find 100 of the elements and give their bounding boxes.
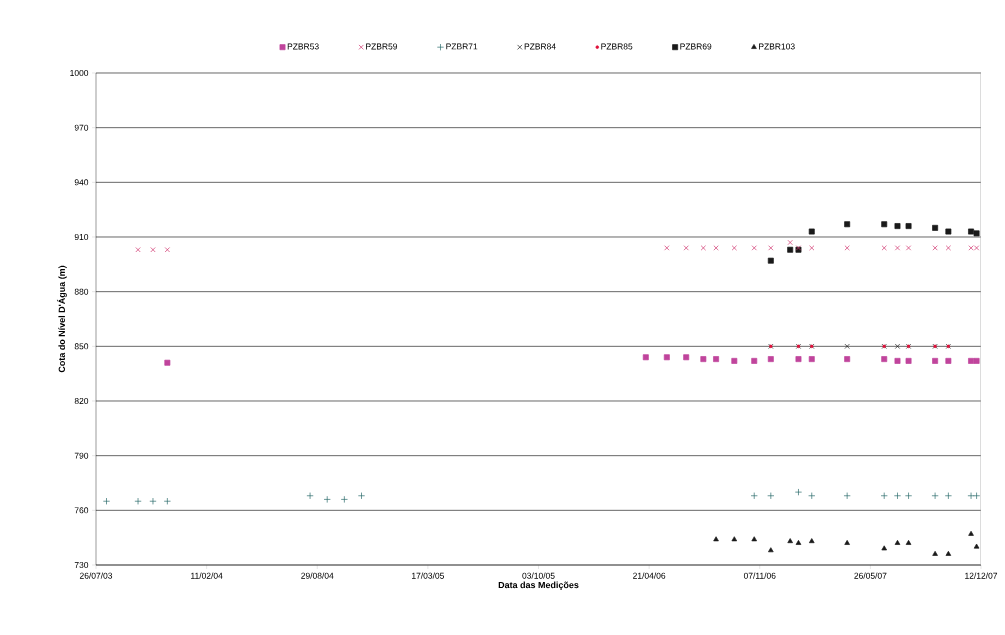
- point: [767, 257, 774, 264]
- point: [881, 245, 887, 251]
- x-tick-label: 29/08/04: [301, 572, 334, 579]
- y-tick-label: 940: [74, 179, 89, 186]
- point: [751, 536, 757, 542]
- point: [932, 550, 938, 556]
- point: [844, 245, 850, 251]
- point: [881, 545, 887, 551]
- point: [794, 488, 803, 496]
- x-tick-label: 12/12/07: [965, 572, 998, 579]
- point: [340, 495, 348, 503]
- point: [795, 539, 802, 545]
- point: [844, 356, 851, 363]
- point: [893, 492, 902, 500]
- point: [700, 245, 706, 251]
- point: [944, 492, 952, 500]
- y-tick-label: 760: [74, 507, 89, 514]
- point: [973, 543, 980, 549]
- point: [945, 245, 951, 251]
- point: [357, 492, 366, 500]
- point: [905, 357, 912, 364]
- point: [881, 356, 888, 363]
- y-axis-title: Cota do Nível D'Água (m): [56, 265, 67, 373]
- x-tick-label: 26/05/07: [854, 572, 887, 579]
- point: [683, 245, 689, 251]
- point: [894, 343, 901, 349]
- point: [894, 223, 901, 229]
- point: [150, 247, 156, 253]
- point: [809, 245, 815, 251]
- y-tick-label: 850: [74, 343, 89, 350]
- x-tick-label: 17/03/05: [412, 572, 445, 579]
- point: [932, 357, 939, 364]
- point: [164, 359, 171, 366]
- x-axis-title: Data das Medições: [498, 581, 579, 590]
- point: [683, 354, 690, 361]
- point: [880, 492, 888, 500]
- legend-label: PZBR69: [680, 43, 712, 50]
- point: [768, 547, 774, 553]
- point: [905, 223, 912, 229]
- point: [306, 492, 314, 500]
- point: [808, 538, 815, 544]
- point: [894, 245, 901, 251]
- point: [905, 245, 912, 251]
- point: [163, 497, 171, 505]
- point: [795, 356, 802, 363]
- legend-label: PZBR85: [601, 43, 633, 50]
- point: [945, 550, 952, 556]
- x-tick-label: 07/11/06: [743, 572, 776, 579]
- point: [905, 492, 913, 500]
- y-tick-label: 730: [74, 562, 89, 568]
- point: [905, 539, 912, 545]
- point: [844, 221, 851, 228]
- point: [787, 239, 793, 246]
- point: [787, 538, 793, 544]
- point: [731, 357, 738, 364]
- y-tick-label: 880: [74, 288, 89, 295]
- point: [713, 536, 719, 542]
- point: [664, 245, 670, 251]
- point: [932, 245, 938, 251]
- point: [968, 228, 974, 235]
- x-tick-label: 11/02/04: [191, 572, 223, 579]
- point: [967, 492, 975, 500]
- point: [164, 247, 170, 253]
- legend-label: PZBR53: [287, 43, 319, 50]
- legend-label: PZBR84: [524, 43, 556, 50]
- legend-label: PZBR103: [759, 43, 795, 50]
- point: [808, 492, 816, 500]
- point: [767, 492, 775, 500]
- point: [945, 228, 952, 235]
- point: [787, 246, 794, 253]
- x-tick-label: 03/10/05: [522, 572, 555, 579]
- point: [731, 245, 737, 251]
- point: [135, 247, 141, 253]
- y-tick-label: 910: [74, 234, 89, 240]
- point: [932, 224, 939, 231]
- point: [881, 221, 888, 228]
- point: [808, 228, 815, 235]
- point: [844, 539, 850, 545]
- point: [973, 492, 981, 500]
- point: [894, 357, 901, 364]
- y-tick-label: 820: [74, 398, 89, 404]
- point: [149, 497, 157, 505]
- point: [894, 539, 901, 545]
- point: [323, 495, 331, 503]
- legend-label: PZBR59: [366, 43, 398, 50]
- point: [750, 492, 758, 500]
- point: [134, 497, 142, 505]
- point: [663, 354, 670, 361]
- point: [973, 230, 980, 237]
- point: [843, 492, 851, 500]
- point: [713, 245, 719, 251]
- y-tick-label: 790: [74, 452, 89, 459]
- point: [102, 497, 111, 505]
- point: [768, 245, 774, 251]
- point: [808, 356, 815, 363]
- point: [642, 354, 649, 361]
- legend-label: PZBR71: [446, 43, 478, 50]
- point: [767, 356, 774, 363]
- x-tick-label: 21/04/06: [633, 572, 666, 579]
- point: [968, 530, 974, 536]
